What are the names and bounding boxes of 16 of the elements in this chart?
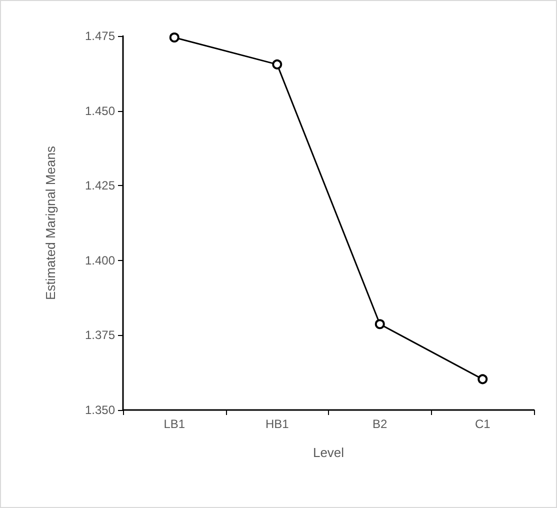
x-tick-label: LB1: [164, 417, 186, 431]
x-tick-label: HB1: [265, 417, 290, 431]
y-tick-label: 1.425: [84, 178, 116, 193]
y-axis-title: Estimated Marignal Means: [43, 146, 58, 300]
x-axis-title: Level: [312, 445, 344, 460]
y-tick-label: 1.400: [84, 253, 116, 268]
y-tick-label: 1.450: [84, 104, 116, 118]
point: [478, 374, 488, 384]
y-tick-label: 1.375: [84, 328, 116, 342]
point: [374, 319, 385, 330]
y-tick-label: 1.475: [84, 29, 116, 43]
x-tick-label: B2: [372, 417, 388, 431]
y-tick-label: 1.350: [84, 403, 116, 417]
x-tick-label: C1: [474, 417, 491, 431]
point: [272, 59, 282, 70]
point: [169, 32, 180, 42]
